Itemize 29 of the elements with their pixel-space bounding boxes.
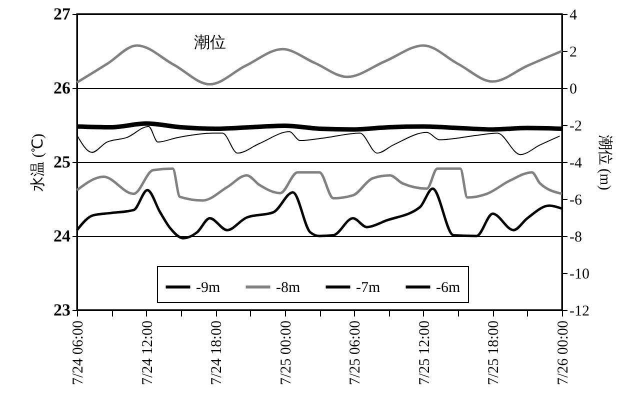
y2-tick-label: -2 — [570, 118, 582, 134]
y2-tick-label: -10 — [570, 266, 590, 282]
x-tick-label: 7/25 00:00 — [278, 320, 294, 386]
legend-label: -8m — [276, 280, 300, 296]
series-label: 潮位 — [194, 33, 226, 52]
legend-label: -9m — [196, 280, 220, 296]
y2-tick-label: -4 — [570, 156, 582, 172]
y2-tick-label: 4 — [570, 8, 578, 24]
y2-tick-label: 2 — [570, 44, 577, 60]
y2-tick-label: -6 — [570, 192, 582, 208]
x-tick-label: 7/24 06:00 — [70, 320, 86, 386]
y2-tick-label: -8 — [570, 230, 582, 246]
x-tick-label: 7/24 18:00 — [209, 320, 226, 386]
y-tick-label: 24 — [54, 226, 71, 246]
y2-tick-label: -12 — [570, 304, 590, 320]
x-tick-label: 7/25 06:00 — [348, 320, 364, 386]
y-tick-label: 23 — [54, 300, 70, 320]
y2-tick-label: 0 — [570, 82, 577, 98]
x-tick-label: 7/25 18:00 — [486, 320, 502, 386]
y2-axis-title: 潮位 (m) — [596, 134, 614, 190]
y-tick-label: 27 — [54, 4, 71, 24]
x-tick-label: 7/24 12:00 — [140, 320, 156, 386]
x-tick-label: 7/26 00:00 — [556, 320, 572, 386]
legend-label: -7m — [356, 280, 380, 296]
y-axis-title: 水温 (℃) — [30, 134, 46, 192]
legend-label: -6m — [436, 280, 460, 296]
x-tick-label: 7/25 12:00 — [416, 320, 433, 386]
y-tick-label: 26 — [54, 78, 70, 98]
y-tick-label: 25 — [54, 152, 70, 172]
